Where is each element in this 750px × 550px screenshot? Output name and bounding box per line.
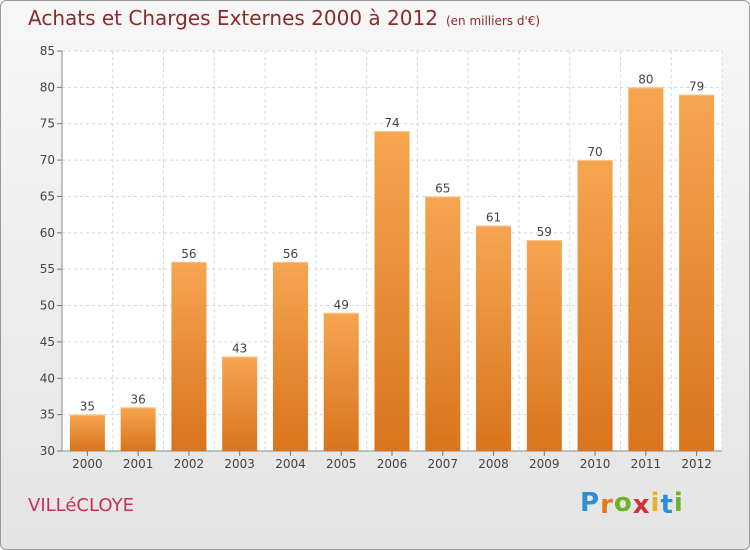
title-unit: (en milliers d'€) <box>445 14 541 28</box>
bars <box>69 87 715 452</box>
y-tick-label: 70 <box>40 153 55 167</box>
y-tick-label: 35 <box>40 408 55 422</box>
bar <box>69 414 105 451</box>
data-label: 56 <box>283 247 298 261</box>
y-tick-label: 55 <box>40 262 55 276</box>
x-tick-label: 2008 <box>478 457 509 471</box>
y-tick-label: 30 <box>40 444 55 458</box>
title-text: Achats et Charges Externes 2000 à 2012 <box>28 6 438 30</box>
logo-letter: i <box>650 488 661 518</box>
bar <box>323 312 359 451</box>
bar <box>425 196 461 451</box>
data-label: 43 <box>232 341 247 355</box>
data-label: 80 <box>638 72 653 86</box>
data-label: 74 <box>384 116 399 130</box>
logo-letter: P <box>580 488 601 518</box>
labels: 30 35 40 45 50 55 60 65 70 75 80 85 35 2000 36 2001 56 20… <box>40 44 712 471</box>
bar <box>120 407 156 451</box>
y-tick-label: 85 <box>40 44 55 58</box>
bar <box>577 160 613 451</box>
x-tick-label: 2000 <box>72 457 103 471</box>
x-tick-label: 2007 <box>427 457 458 471</box>
bar <box>222 356 258 451</box>
x-tick-label: 2012 <box>681 457 712 471</box>
logo-letter: x <box>632 490 651 520</box>
bar <box>526 240 562 451</box>
bar <box>679 94 715 452</box>
bar <box>628 87 664 451</box>
x-tick-label: 2002 <box>174 457 205 471</box>
data-label: 61 <box>486 211 501 225</box>
x-tick-label: 2010 <box>580 457 611 471</box>
y-tick-label: 60 <box>40 226 55 240</box>
x-tick-label: 2009 <box>529 457 560 471</box>
data-label: 59 <box>537 225 552 239</box>
x-tick-label: 2006 <box>377 457 408 471</box>
logo-letter: o <box>613 488 633 518</box>
proxiti-logo[interactable]: Proxiti <box>580 488 684 520</box>
x-tick-label: 2011 <box>631 457 662 471</box>
data-label: 49 <box>334 298 349 312</box>
y-tick-label: 65 <box>40 189 55 203</box>
bar <box>476 225 512 451</box>
y-tick-label: 75 <box>40 117 55 131</box>
data-label: 65 <box>435 181 450 195</box>
data-label: 79 <box>689 80 704 94</box>
bar <box>374 131 410 451</box>
y-tick-label: 40 <box>40 371 55 385</box>
place-name: VILLéCLOYE <box>28 495 134 516</box>
logo-letter: r <box>600 490 614 520</box>
y-tick-label: 50 <box>40 299 55 313</box>
data-label: 36 <box>131 392 146 406</box>
data-label: 56 <box>181 247 196 261</box>
bar <box>272 261 308 451</box>
data-label: 35 <box>80 400 95 414</box>
x-tick-label: 2005 <box>326 457 357 471</box>
chart-title: Achats et Charges Externes 2000 à 2012 (e… <box>28 6 540 30</box>
x-tick-label: 2004 <box>275 457 306 471</box>
x-tick-label: 2001 <box>123 457 154 471</box>
y-tick-label: 45 <box>40 335 55 349</box>
logo-letter: i <box>673 488 684 518</box>
x-tick-label: 2003 <box>224 457 255 471</box>
data-label: 70 <box>587 145 602 159</box>
logo-letter: t <box>660 490 674 520</box>
bar <box>171 261 207 451</box>
y-tick-label: 80 <box>40 80 55 94</box>
